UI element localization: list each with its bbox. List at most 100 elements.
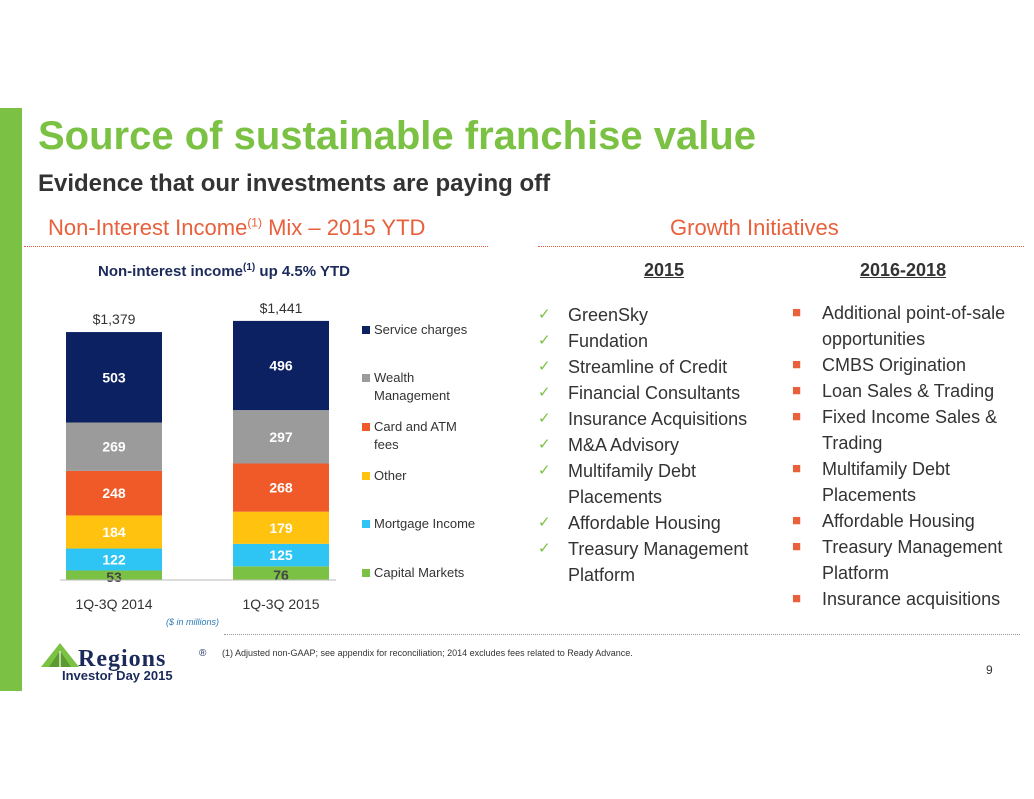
left-heading-suffix: Mix – 2015 YTD [261,215,426,240]
legend-swatch [362,326,370,334]
regions-logo-text: Regions [78,646,167,672]
left-section-heading: Non-Interest Income(1) Mix – 2015 YTD [48,215,425,241]
regions-triangle-logo-icon [41,643,79,667]
data-label: 297 [269,429,293,445]
checkmark-icon: ✓ [538,462,551,479]
square-bullet-icon: ■ [792,538,802,555]
initiative-2015-item-label: M&A Advisory [568,435,680,455]
checkmark-icon: ✓ [538,540,551,557]
investor-day-tagline: Investor Day 2015 [62,668,173,683]
legend-swatch [362,472,370,480]
square-bullet-icon: ■ [792,382,802,399]
initiative-2016-2018-item-label: Insurance acquisitions [822,589,1001,609]
initiative-2016-2018-item-label: Fixed Income Sales & Trading [822,407,998,453]
legend-swatch [362,569,370,577]
initiative-2015-item-label: GreenSky [568,305,649,325]
bar-segment [66,548,162,571]
left-heading-rule [24,246,488,247]
initiative-2016-2018-item-label: Loan Sales & Trading [822,381,995,401]
initiative-2016-2018-item-label: Affordable Housing [822,511,975,531]
data-label: 269 [102,439,126,455]
legend-label: Management [374,388,450,403]
data-label: 76 [273,567,289,583]
right-heading-rule [538,246,1024,247]
legend-label: Mortgage Income [374,516,475,531]
checkmark-icon: ✓ [538,384,551,401]
initiative-2016-2018-item-label: CMBS Origination [822,355,967,375]
initiative-2015-item: ✓ Treasury Management Platform [538,536,778,588]
category-label: 1Q-3Q 2015 [242,596,319,612]
initiative-2015-item: ✓ Affordable Housing [538,510,778,536]
bar-segment [66,332,162,423]
checkmark-icon: ✓ [538,306,551,323]
initiative-2016-2018-item-label: Multifamily Debt Placements [822,459,951,505]
total-label: $1,379 [93,311,136,327]
checkmark-icon: ✓ [538,514,551,531]
initiative-2016-2018-item: ■ Fixed Income Sales & Trading [792,404,1024,456]
bar-segment [233,463,329,512]
legend-swatch [362,423,370,431]
initiative-2015-item-label: Financial Consultants [568,383,741,403]
bar-segment [66,570,162,580]
bar-segment [66,470,162,516]
chart-subtitle-footnote-mark: (1) [243,262,256,273]
initiative-2015-item: ✓ Streamline of Credit [538,354,778,380]
data-label: 268 [269,480,293,496]
initiative-2016-2018-item: ■ Loan Sales & Trading [792,378,1024,404]
bar-segment [66,422,162,471]
initiative-2016-2018-item: ■ CMBS Origination [792,352,1024,378]
col-2016-2018-heading: 2016-2018 [860,260,947,280]
chart-subtitle-suffix: up 4.5% YTD [255,263,351,280]
initiative-2015-item: ✓ Fundation [538,328,778,354]
initiative-2015-item: ✓ GreenSky [538,302,778,328]
initiative-2015-item: ✓ Financial Consultants [538,380,778,406]
bar-segment [233,566,329,580]
bar-segment [233,511,329,544]
initiatives-2016-2018-list: ■ Additional point-of-sale opportunities ■… [792,300,1024,612]
checkmark-icon: ✓ [538,436,551,453]
legend-label: fees [374,437,399,452]
bar-segment [233,543,329,567]
checkmark-icon: ✓ [538,358,551,375]
data-label: 184 [102,524,126,540]
chart-subtitle-text: Non-interest income [98,263,244,280]
data-label: 53 [106,569,122,585]
checkmark-icon: ✓ [538,332,551,349]
legend-swatch [362,374,370,382]
left-heading-footnote-mark: (1) [247,215,262,230]
checkmark-icon: ✓ [538,410,551,427]
bar-segment [233,410,329,464]
registered-mark: ® [199,648,207,659]
total-label: $1,441 [260,300,303,316]
initiative-2015-item-label: Streamline of Credit [568,357,728,377]
square-bullet-icon: ■ [792,408,802,425]
col-2015-heading: 2015 [644,260,685,280]
initiative-2016-2018-item: ■ Affordable Housing [792,508,1024,534]
legend-label: Card and ATM [374,419,457,434]
page-subtitle: Evidence that our investments are paying… [38,170,551,197]
page-title: Source of sustainable franchise value [38,114,757,158]
right-section-heading: Growth Initiatives [670,215,839,240]
data-label: 248 [102,485,126,501]
initiatives-2015-list: ✓ GreenSky ✓ Fundation ✓ Streamline of Credit… [538,302,778,588]
initiative-2015-item-label: Insurance Acquisitions [568,409,748,429]
legend-label: Other [374,468,407,483]
square-bullet-icon: ■ [792,460,802,477]
initiative-2015-item: ✓ Multifamily Debt Placements [538,458,778,510]
category-label: 1Q-3Q 2014 [75,596,152,612]
legend-label: Capital Markets [374,565,465,580]
data-label: 503 [102,369,126,385]
square-bullet-icon: ■ [792,356,802,373]
bar-segment [233,320,329,411]
initiative-2016-2018-item: ■ Multifamily Debt Placements [792,456,1024,508]
data-label: 179 [269,520,293,536]
initiative-2015-item: ✓ Insurance Acquisitions [538,406,778,432]
left-heading-text: Non-Interest Income [48,215,248,240]
square-bullet-icon: ■ [792,304,802,321]
initiative-2016-2018-item: ■ Additional point-of-sale opportunities [792,300,1024,352]
initiative-2015-item-label: Affordable Housing [568,513,721,533]
data-label: 125 [269,547,293,563]
legend-label: Wealth [374,370,414,385]
legend-label: Service charges [374,322,468,337]
footnote: (1) Adjusted non-GAAP; see appendix for … [222,648,633,658]
